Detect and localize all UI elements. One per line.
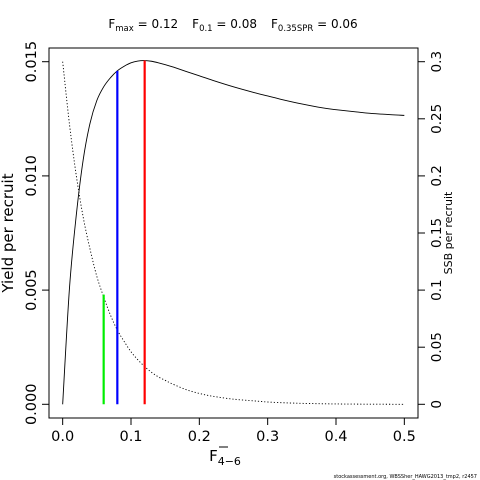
y-tick-label: 0.015 [24, 41, 40, 83]
title-f01-value: 0.08 [230, 17, 257, 31]
title-fmax-value: 0.12 [151, 17, 178, 31]
x-tick-label: 0.2 [188, 429, 211, 445]
x-tick-label: 0.4 [324, 429, 347, 445]
x-axis-label-text: F [209, 447, 218, 465]
credit-text: stockassessment.org, WBSSher_HAWG2013_tm… [334, 474, 477, 480]
y-right-tick-label: 0.05 [429, 332, 445, 362]
y-right-tick-label: 0.25 [429, 104, 445, 134]
y-right-tick-label: 0.1 [429, 279, 445, 300]
title-fmax-label: F [108, 17, 115, 31]
chart-title: Fmax = 0.12 F0.1 = 0.08 F0.35SPR = 0.06 [108, 17, 357, 34]
x-tick-label: 0.1 [119, 429, 142, 445]
y-axis-right: 0 0.05 0.1 0.15 0.2 0.25 0.3 [418, 51, 445, 409]
y-tick-label: 0.000 [24, 384, 40, 426]
reference-lines [102, 60, 146, 405]
y-right-tick-label: 0.3 [429, 51, 445, 72]
title-f035-value: 0.06 [331, 17, 358, 31]
y-right-tick-label: 0.2 [429, 165, 445, 186]
title-f035-sub: 0.35SPR [278, 24, 313, 34]
x-axis-label-sub: 4−6 [218, 455, 241, 468]
ssb-curve [62, 61, 405, 405]
y-right-tick-label: 0 [429, 400, 445, 409]
title-f01-sub: 0.1 [199, 24, 213, 34]
y-axis-label-left: Yield per recruit [0, 173, 17, 293]
title-f035-label: F [271, 17, 278, 31]
y-axis-left: 0.000 0.005 0.010 0.015 [24, 41, 49, 425]
x-tick-label: 0.0 [51, 429, 74, 445]
x-tick-label: 0.3 [256, 429, 279, 445]
x-axis-label: F4−6 [209, 447, 241, 468]
x-tick-label: 0.5 [393, 429, 416, 445]
y-tick-label: 0.010 [24, 155, 40, 197]
title-f01-label: F [192, 17, 199, 31]
y-axis-label-right: SSB per recruit [442, 191, 455, 274]
x-axis: 0.0 0.1 0.2 0.3 0.4 0.5 [51, 418, 416, 445]
title-fmax-sub: max [115, 24, 134, 34]
y-right-tick-label: 0.15 [429, 218, 445, 248]
y-tick-label: 0.005 [24, 269, 40, 311]
ypr-curve [62, 60, 405, 405]
series-layer [62, 60, 405, 405]
